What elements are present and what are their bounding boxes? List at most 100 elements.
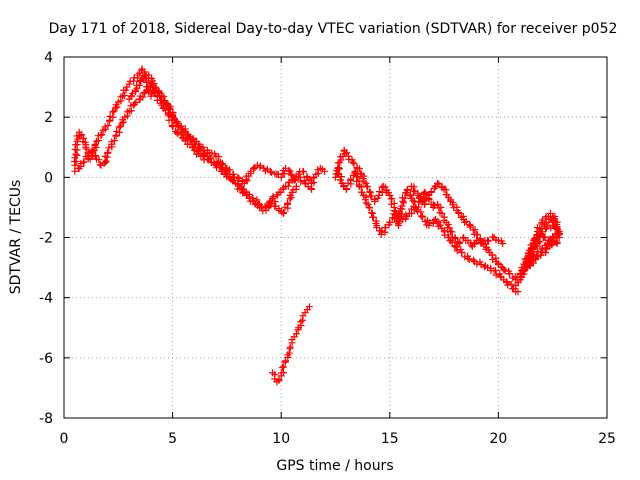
data-point [371,195,379,203]
data-point [538,244,546,252]
data-point [280,209,288,217]
data-point [453,247,461,255]
data-point [363,182,371,190]
data-point [139,93,147,101]
data-point [359,175,367,183]
y-tick-label: 0 [44,170,53,186]
axis-tick-labels: 0 5 10 15 20 25 -8 -6 -4 -2 0 2 4 [39,50,616,447]
data-point [455,208,463,216]
data-point [115,123,123,131]
data-point [104,148,112,156]
data-point [174,129,182,137]
data-point [91,151,99,159]
data-point [470,240,478,248]
data-point [191,140,199,148]
data-point [150,80,158,88]
data-point [480,263,488,271]
data-point [547,209,555,217]
data-point [119,92,127,100]
data-point [426,219,434,227]
data-point [506,270,514,278]
data-point [217,164,225,172]
data-point [286,167,294,175]
data-point [489,256,497,264]
data-point [485,237,493,245]
data-point [451,243,459,251]
data-point [535,237,543,245]
data-point [95,156,103,164]
data-point [151,83,159,91]
data-point [169,113,177,121]
data-point [321,167,329,175]
data-point [334,170,342,178]
data-point [421,200,429,208]
data-point [110,137,118,145]
data-point [136,78,144,86]
data-point [288,176,296,184]
data-point [282,357,290,365]
data-point [536,238,544,246]
data-point [172,118,180,126]
data-point [84,151,92,159]
data-point [351,169,359,177]
data-point [500,266,508,274]
data-point [280,170,288,178]
data-point [369,213,377,221]
y-tick-label: 2 [44,110,53,126]
data-point [364,200,372,208]
x-tick-label: 0 [60,431,69,447]
data-point [457,245,465,253]
data-point [109,108,117,116]
data-point [349,158,357,166]
data-point [404,186,412,194]
data-point [286,343,294,351]
data-point [350,160,358,168]
data-point [436,221,444,229]
data-point [253,196,261,204]
data-point [381,183,389,191]
data-point [91,140,99,148]
data-point [80,158,88,166]
y-axis-label: SDTVAR / TECUs [8,180,24,295]
data-point [135,81,143,89]
data-point [547,237,555,245]
data-point [488,251,496,259]
data-point [473,231,481,239]
data-point [421,188,429,196]
data-point [72,141,80,149]
data-point [104,122,112,130]
data-point [552,238,560,246]
data-points [71,65,564,386]
data-point [368,209,376,217]
data-point [283,199,291,207]
data-point [264,204,272,212]
data-point [143,86,151,94]
data-point [365,188,373,196]
data-point [189,135,197,143]
y-tick-label: -6 [39,351,53,367]
data-point [250,164,258,172]
data-point [132,98,140,106]
x-tick-label: 10 [272,431,290,447]
data-point [347,175,355,183]
data-point [537,229,545,237]
data-point [98,131,106,139]
data-point [287,170,295,178]
data-point [241,188,249,196]
data-point [430,217,438,225]
data-point [122,86,130,94]
data-point [386,218,394,226]
data-point [504,281,512,289]
data-point [178,128,186,136]
data-point [285,166,293,174]
data-point [267,168,275,176]
data-point [284,182,292,190]
data-point [444,220,452,228]
data-point [533,252,541,260]
data-point [362,179,370,187]
data-point [166,105,174,113]
data-point [101,158,109,166]
data-point [78,131,86,139]
data-point [246,193,254,201]
